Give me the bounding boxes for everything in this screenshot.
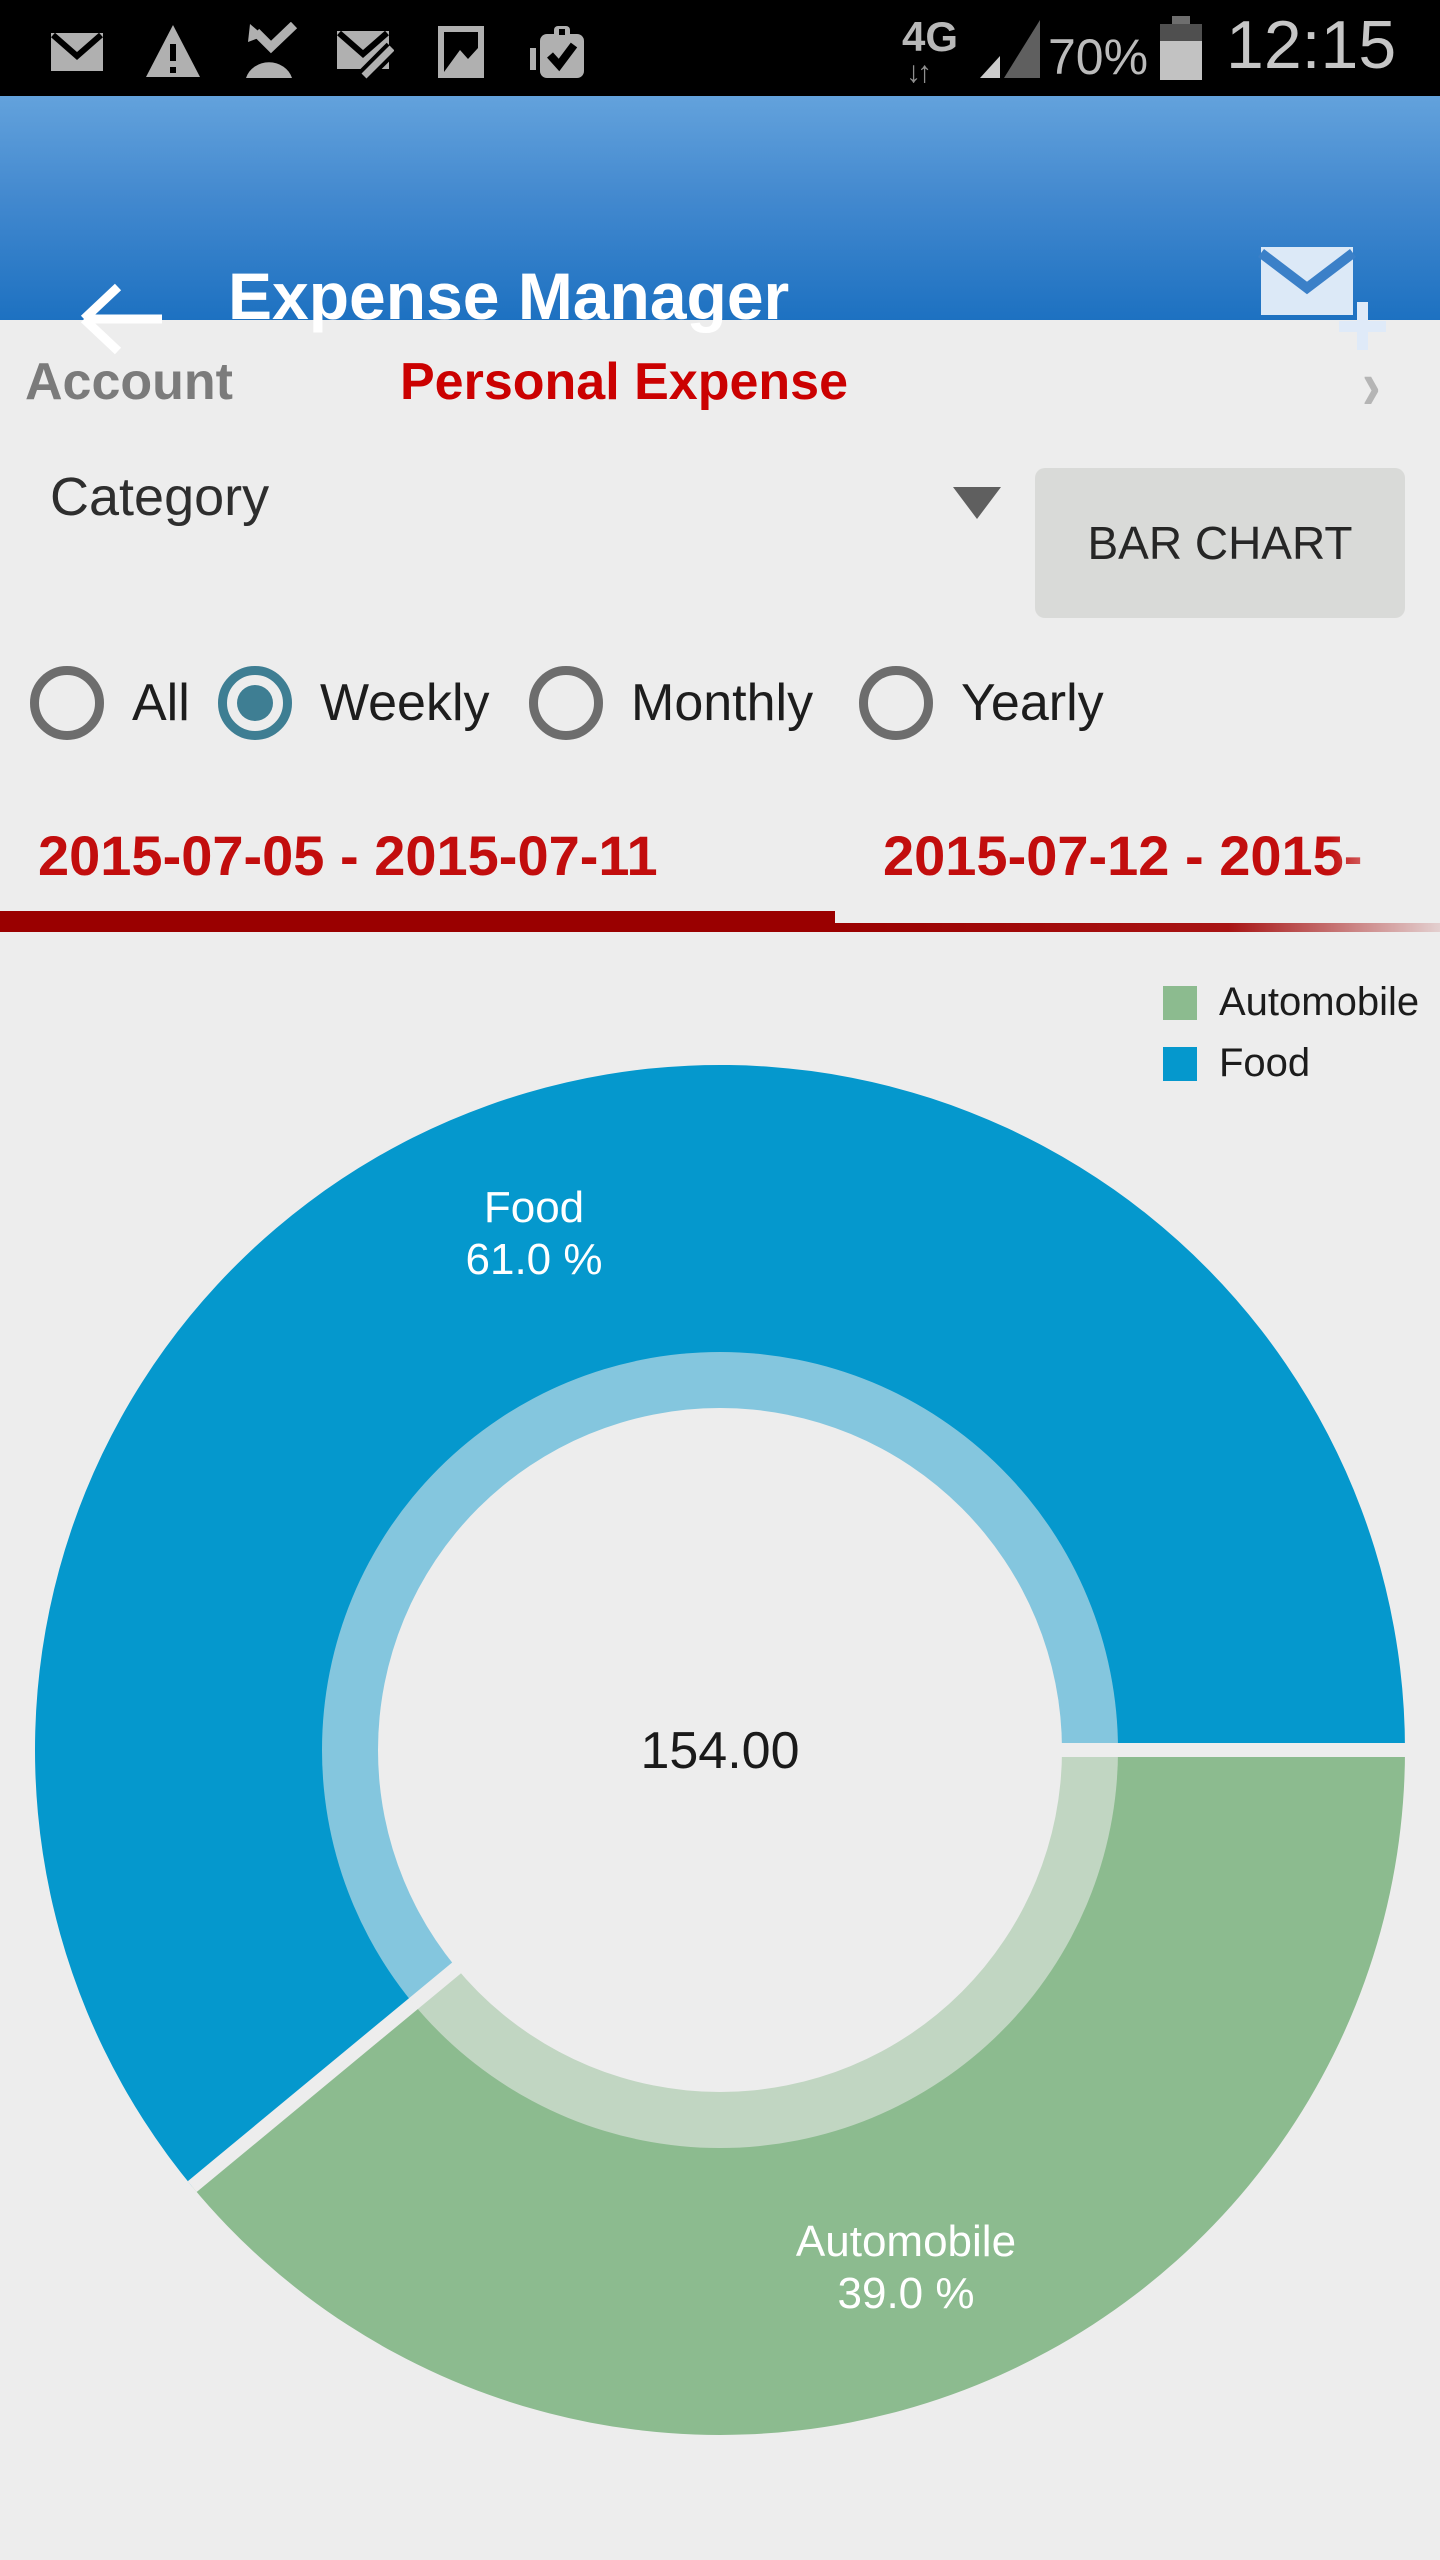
battery-percent-label: 70% [1048, 29, 1149, 85]
legend-label: Food [1219, 1041, 1311, 1085]
battery-nub [1172, 16, 1190, 24]
radio-dot [237, 685, 273, 721]
bar-chart-button[interactable]: BAR CHART [1035, 468, 1405, 618]
back-button[interactable] [60, 264, 180, 374]
pie-chart: Food 61.0 % Automobile 39.0 % 154.00 [0, 1040, 1440, 2460]
tab-active-underline [0, 911, 835, 932]
legend-item-automobile: Automobile [1163, 980, 1419, 1025]
tab-label-fade [1330, 795, 1440, 905]
slice-label-food-name: Food [484, 1183, 584, 1232]
radio-label-weekly: Weekly [320, 674, 490, 732]
radio-circle-weekly[interactable] [218, 666, 292, 740]
tab-week-next[interactable]: 2015-07-12 - 2015- [835, 795, 1440, 932]
radio-option-monthly[interactable]: Monthly [529, 666, 813, 740]
clipboard-check-icon [530, 26, 584, 78]
radio-dot [878, 685, 914, 721]
tab-label: 2015-07-05 - 2015-07-11 [38, 824, 658, 887]
back-arrow-icon [80, 283, 162, 355]
chevron-right-icon: › [1362, 345, 1381, 424]
slice-label-automobile-name: Automobile [796, 2217, 1016, 2266]
donut-hole [378, 1408, 1062, 2092]
image-icon [438, 26, 484, 78]
legend-swatch-food [1163, 1046, 1197, 1081]
battery-icon [1160, 16, 1202, 80]
radio-label-all: All [132, 674, 190, 732]
signal-strength-icon [980, 20, 1040, 78]
account-value[interactable]: Personal Expense [400, 353, 848, 411]
radio-option-yearly[interactable]: Yearly [859, 666, 1104, 740]
radio-circle-all[interactable] [30, 666, 104, 740]
network-type-label: 4G [902, 13, 959, 60]
radio-label-yearly: Yearly [961, 674, 1104, 732]
email-icon [51, 32, 103, 71]
compose-email-button[interactable] [1240, 236, 1410, 411]
tab-week-current[interactable]: 2015-07-05 - 2015-07-11 [0, 795, 835, 932]
slice-label-food-percent: 61.0 % [466, 1235, 603, 1284]
category-label: Category [50, 467, 270, 527]
battery-used-level [1160, 24, 1202, 41]
radio-circle-monthly[interactable] [529, 666, 603, 740]
pie-chart-svg: Food 61.0 % Automobile 39.0 % 154.00 [34, 1064, 1406, 2435]
account-label: Account [25, 353, 233, 411]
notification-icons [48, 22, 586, 80]
page-title: Expense Manager [228, 259, 790, 333]
clock-label: 12:15 [1226, 7, 1397, 83]
new-mail-icon [1257, 247, 1386, 350]
status-bar: 4G ↓↑ 70% 12:15 [0, 0, 1440, 96]
tab-label: 2015-07-12 - 2015- [883, 824, 1363, 887]
category-dropdown-arrow-icon[interactable] [953, 487, 1001, 519]
warning-icon [146, 25, 200, 77]
legend-label: Automobile [1219, 980, 1420, 1024]
slice-label-automobile-percent: 39.0 % [838, 2269, 975, 2318]
network-arrows-icon: ↓↑ [906, 56, 932, 89]
period-radio-group: All Weekly Monthly Yearly [0, 652, 1440, 762]
legend-item-food: Food [1163, 1041, 1419, 1086]
radio-label-monthly: Monthly [631, 674, 814, 732]
radio-option-all[interactable]: All [30, 666, 190, 740]
tab-idle-underline [835, 923, 1440, 932]
message-failed-icon [337, 30, 394, 80]
app-header: Expense Manager [0, 96, 1440, 355]
missed-call-icon [246, 22, 298, 78]
chart-center-total: 154.00 [640, 1722, 799, 1780]
radio-option-weekly[interactable]: Weekly [218, 666, 490, 740]
chart-legend: Automobile Food [1163, 980, 1419, 1102]
radio-dot [49, 685, 85, 721]
radio-dot [548, 685, 584, 721]
radio-circle-yearly[interactable] [859, 666, 933, 740]
legend-swatch-automobile [1163, 985, 1197, 1020]
date-tabs-bar: 2015-07-05 - 2015-07-11 2015-07-12 - 201… [0, 795, 1440, 932]
